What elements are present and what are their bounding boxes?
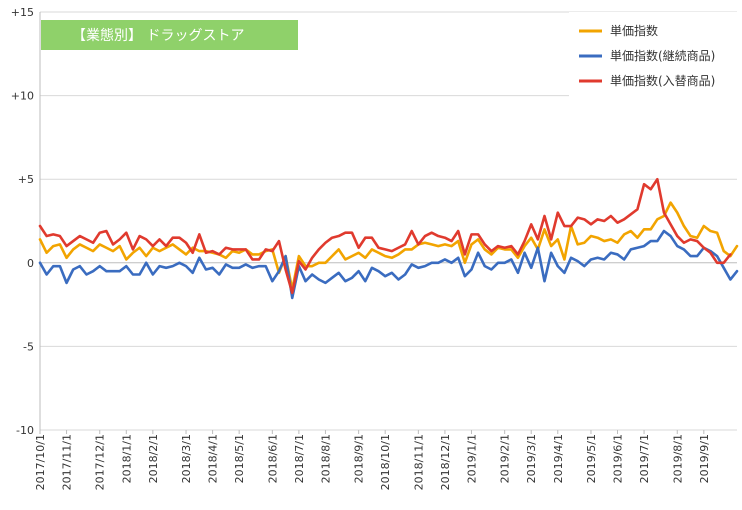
x-tick-label: 2017/11/1 — [61, 434, 74, 490]
x-tick-label: 2019/6/1 — [612, 434, 625, 483]
x-tick-label: 2018/6/1 — [266, 434, 279, 483]
y-tick-label: -10 — [16, 424, 34, 437]
x-tick-label: 2018/12/1 — [439, 434, 452, 490]
x-tick-label: 2018/2/1 — [147, 434, 160, 483]
series-line-unit-price — [38, 201, 739, 291]
x-tick-label: 2018/9/1 — [353, 434, 366, 483]
legend-label-continuing: 単価指数(継続商品) — [610, 48, 715, 63]
x-tick-label: 2019/5/1 — [585, 434, 598, 483]
x-tick-label: 2018/10/1 — [379, 434, 392, 490]
y-tick-label: -5 — [23, 340, 34, 353]
chart-title-background — [41, 20, 298, 50]
legend: 単価指数 単価指数(継続商品) 単価指数(入替商品) — [569, 12, 737, 98]
x-tick-label: 2019/7/1 — [638, 434, 651, 483]
y-axis: +15 +10 +5 0 -5 -10 — [11, 6, 41, 437]
series-line-replaced — [38, 177, 732, 295]
x-tick-label: 2019/2/1 — [499, 434, 512, 483]
x-tick-label: 2019/1/1 — [465, 434, 478, 483]
x-tick-label: 2018/4/1 — [207, 434, 220, 483]
x-tick-label: 2017/10/1 — [34, 434, 47, 490]
y-tick-label: +15 — [11, 6, 34, 19]
x-tick-label: 2018/5/1 — [233, 434, 246, 483]
x-tick-label: 2019/3/1 — [525, 434, 538, 483]
x-axis: 2017/10/1 2017/11/1 2017/12/1 2018/1/1 2018/… — [34, 430, 711, 490]
x-tick-label: 2019/4/1 — [552, 434, 565, 483]
series-line-continuing — [38, 229, 739, 300]
x-tick-label: 2018/11/1 — [412, 434, 425, 490]
legend-label-unit-price: 単価指数 — [610, 23, 658, 38]
x-tick-label: 2018/8/1 — [319, 434, 332, 483]
chart-title-box: 【業態別】 ドラッグストア — [41, 20, 298, 50]
series-lines — [38, 177, 739, 300]
chart-title: 【業態別】 ドラッグストア — [72, 28, 244, 44]
y-tick-label: +5 — [18, 173, 34, 186]
x-tick-label: 2019/9/1 — [698, 434, 711, 483]
x-tick-label: 2018/1/1 — [120, 434, 133, 483]
x-tick-label: 2018/7/1 — [293, 434, 306, 483]
y-tick-label: 0 — [27, 257, 34, 270]
x-tick-label: 2018/3/1 — [180, 434, 193, 483]
y-tick-label: +10 — [11, 90, 34, 103]
x-tick-label: 2019/8/1 — [671, 434, 684, 483]
legend-label-replaced: 単価指数(入替商品) — [610, 73, 715, 88]
x-tick-label: 2017/12/1 — [94, 434, 107, 490]
